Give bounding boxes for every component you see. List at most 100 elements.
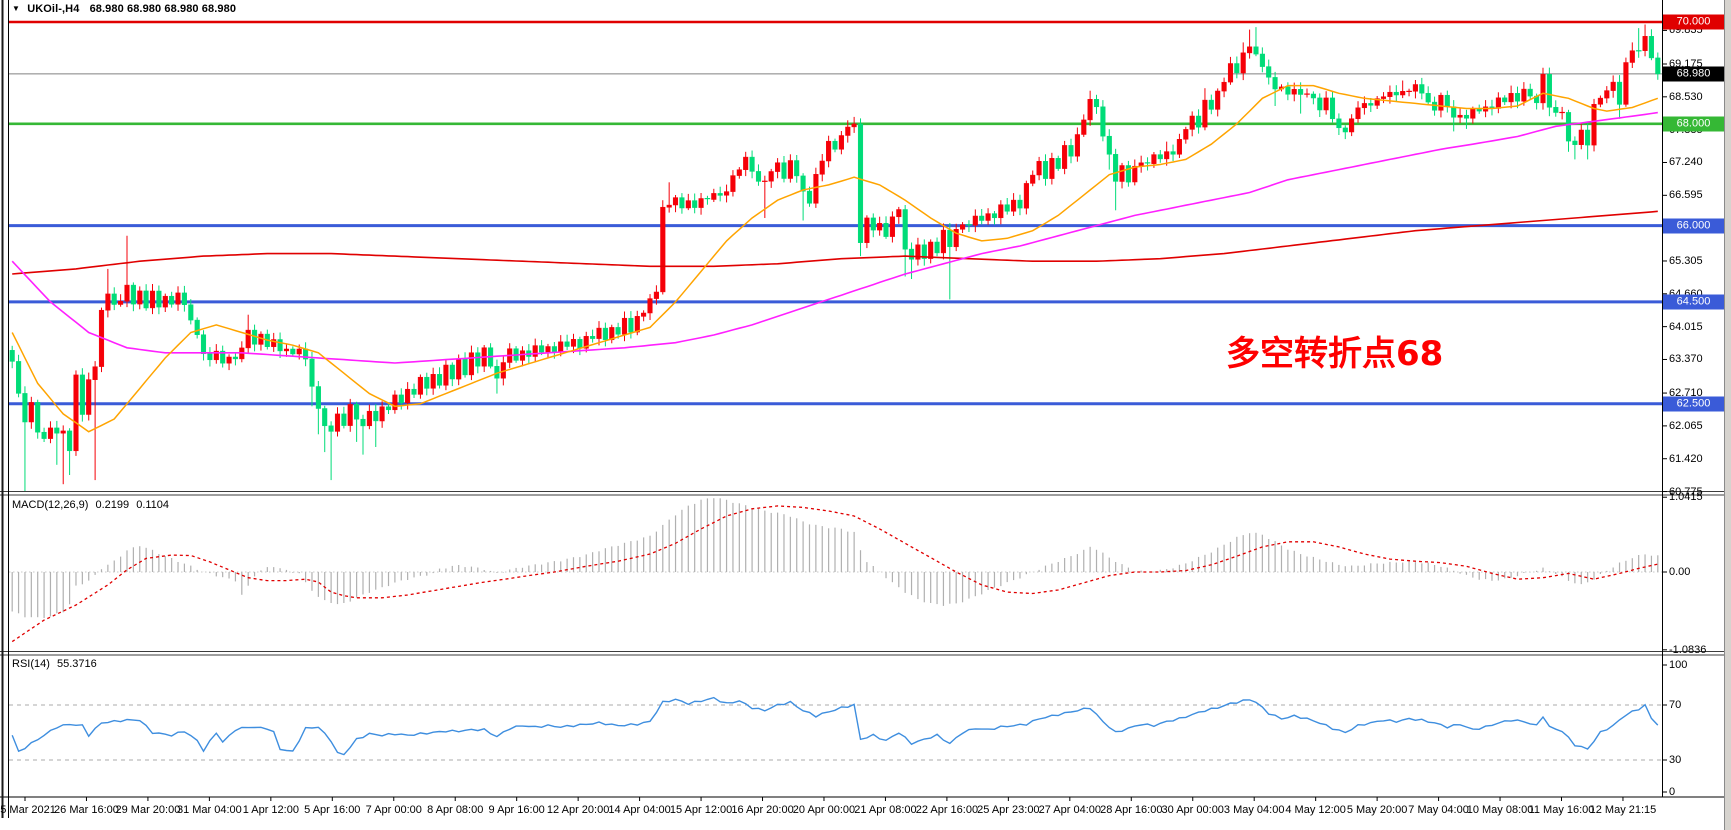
candle-body — [1259, 53, 1265, 67]
candle-body — [143, 290, 149, 309]
time-axis-label: 4 May 12:00 — [1285, 804, 1346, 816]
macd-signal-value: 0.1104 — [136, 499, 170, 511]
candle-body — [1132, 165, 1138, 183]
candle-body — [768, 171, 774, 182]
candle-body — [1457, 114, 1463, 118]
ma-mid-magenta — [11, 111, 1658, 364]
candle-body — [456, 358, 462, 380]
candle-body — [1438, 94, 1444, 111]
candle-body — [1030, 174, 1036, 184]
candle-body — [1355, 107, 1361, 119]
candle-body — [232, 356, 238, 360]
candle-body — [354, 404, 360, 420]
candle-body — [398, 394, 404, 404]
candle-body — [226, 356, 232, 364]
candle-body — [436, 374, 443, 386]
candle-body — [615, 327, 621, 335]
price-tick-label: 62.710 — [1669, 387, 1703, 400]
rsi-tick-label: 100 — [1669, 659, 1688, 671]
candle-body — [1093, 99, 1100, 108]
candle-body — [1412, 84, 1418, 92]
candle-body — [1655, 57, 1661, 75]
candle-body — [1253, 46, 1259, 55]
price-badge-68.000: 68.000 — [1663, 116, 1724, 132]
candle-body — [679, 197, 685, 209]
candle-body — [736, 169, 742, 176]
candle-body — [1017, 199, 1023, 209]
candle-body — [1100, 106, 1106, 137]
candle-body — [1476, 108, 1482, 112]
candle-body — [1215, 90, 1221, 110]
main-price-panel[interactable] — [9, 20, 1662, 491]
price-tick-label: 63.370 — [1669, 353, 1703, 366]
candle-body — [1546, 74, 1552, 108]
candle-body — [347, 404, 353, 426]
candle-body — [1387, 91, 1393, 97]
candle-body — [609, 327, 615, 341]
price-tick-label: 60.775 — [1669, 485, 1703, 498]
candle-body — [870, 217, 876, 231]
candle-body — [405, 388, 411, 404]
candle-body — [1285, 86, 1291, 95]
candle-body — [366, 410, 372, 427]
candle-body — [1164, 151, 1170, 160]
candle-body — [1106, 135, 1112, 155]
candle-body — [832, 140, 838, 150]
candle-body — [1049, 158, 1055, 179]
time-axis-label: 7 May 04:00 — [1408, 804, 1469, 816]
candle-body — [28, 402, 34, 423]
candle-body — [1463, 114, 1470, 119]
candle-body — [79, 374, 85, 415]
candle-body — [92, 366, 98, 380]
time-axis-label: 25 Mar 2021 — [0, 804, 56, 816]
candle-body — [213, 350, 219, 361]
candle-body — [1310, 93, 1316, 99]
rsi-tick-label: 70 — [1669, 699, 1682, 711]
price-tick-label: 66.595 — [1669, 189, 1703, 202]
doji-tick — [966, 224, 972, 226]
candle-body — [1266, 66, 1272, 78]
candle-body — [902, 209, 908, 250]
time-axis-label: 9 Apr 16:00 — [488, 804, 545, 816]
rsi-line — [11, 696, 1659, 756]
candle-body — [1036, 161, 1042, 176]
candle-body — [781, 162, 787, 179]
candle-body — [1342, 127, 1348, 133]
candle-body — [1227, 63, 1234, 83]
candle-body — [908, 248, 915, 260]
candle-body — [864, 217, 870, 243]
candle-body — [1349, 118, 1355, 133]
candle-body — [1508, 93, 1514, 103]
time-axis-label: 5 Apr 16:00 — [304, 804, 361, 816]
candle-body — [245, 329, 251, 349]
trade-annotation-text: 多空转折点68 — [1226, 334, 1444, 374]
candle-body — [1495, 97, 1501, 109]
candle-body — [1585, 129, 1591, 146]
candle-body — [1317, 97, 1323, 111]
time-axis-label: 15 Apr 12:00 — [669, 804, 733, 816]
candle-body — [149, 290, 156, 309]
candle-body — [309, 358, 315, 387]
candle-body — [1616, 81, 1623, 105]
candle-body — [1578, 129, 1584, 145]
candle-body — [1023, 183, 1029, 209]
time-axis-label: 16 Apr 20:00 — [731, 804, 794, 816]
candle-body — [743, 156, 749, 170]
symbol-period-label: UKOil-,H4 — [27, 3, 80, 15]
chart-expander-icon[interactable]: ▼ — [12, 4, 21, 13]
candle-body — [883, 223, 889, 237]
candle-body — [666, 204, 672, 208]
candle-body — [207, 353, 213, 361]
candle-body — [1425, 93, 1431, 103]
candle-body — [940, 229, 946, 254]
candle-body — [1176, 139, 1182, 155]
candle-body — [539, 345, 545, 353]
candle-body — [188, 304, 194, 321]
candle-body — [137, 290, 143, 305]
ma-fast-orange — [11, 84, 1659, 433]
candle-body — [1629, 50, 1635, 63]
window-right-edge — [1724, 0, 1731, 830]
candle-body — [545, 346, 551, 353]
